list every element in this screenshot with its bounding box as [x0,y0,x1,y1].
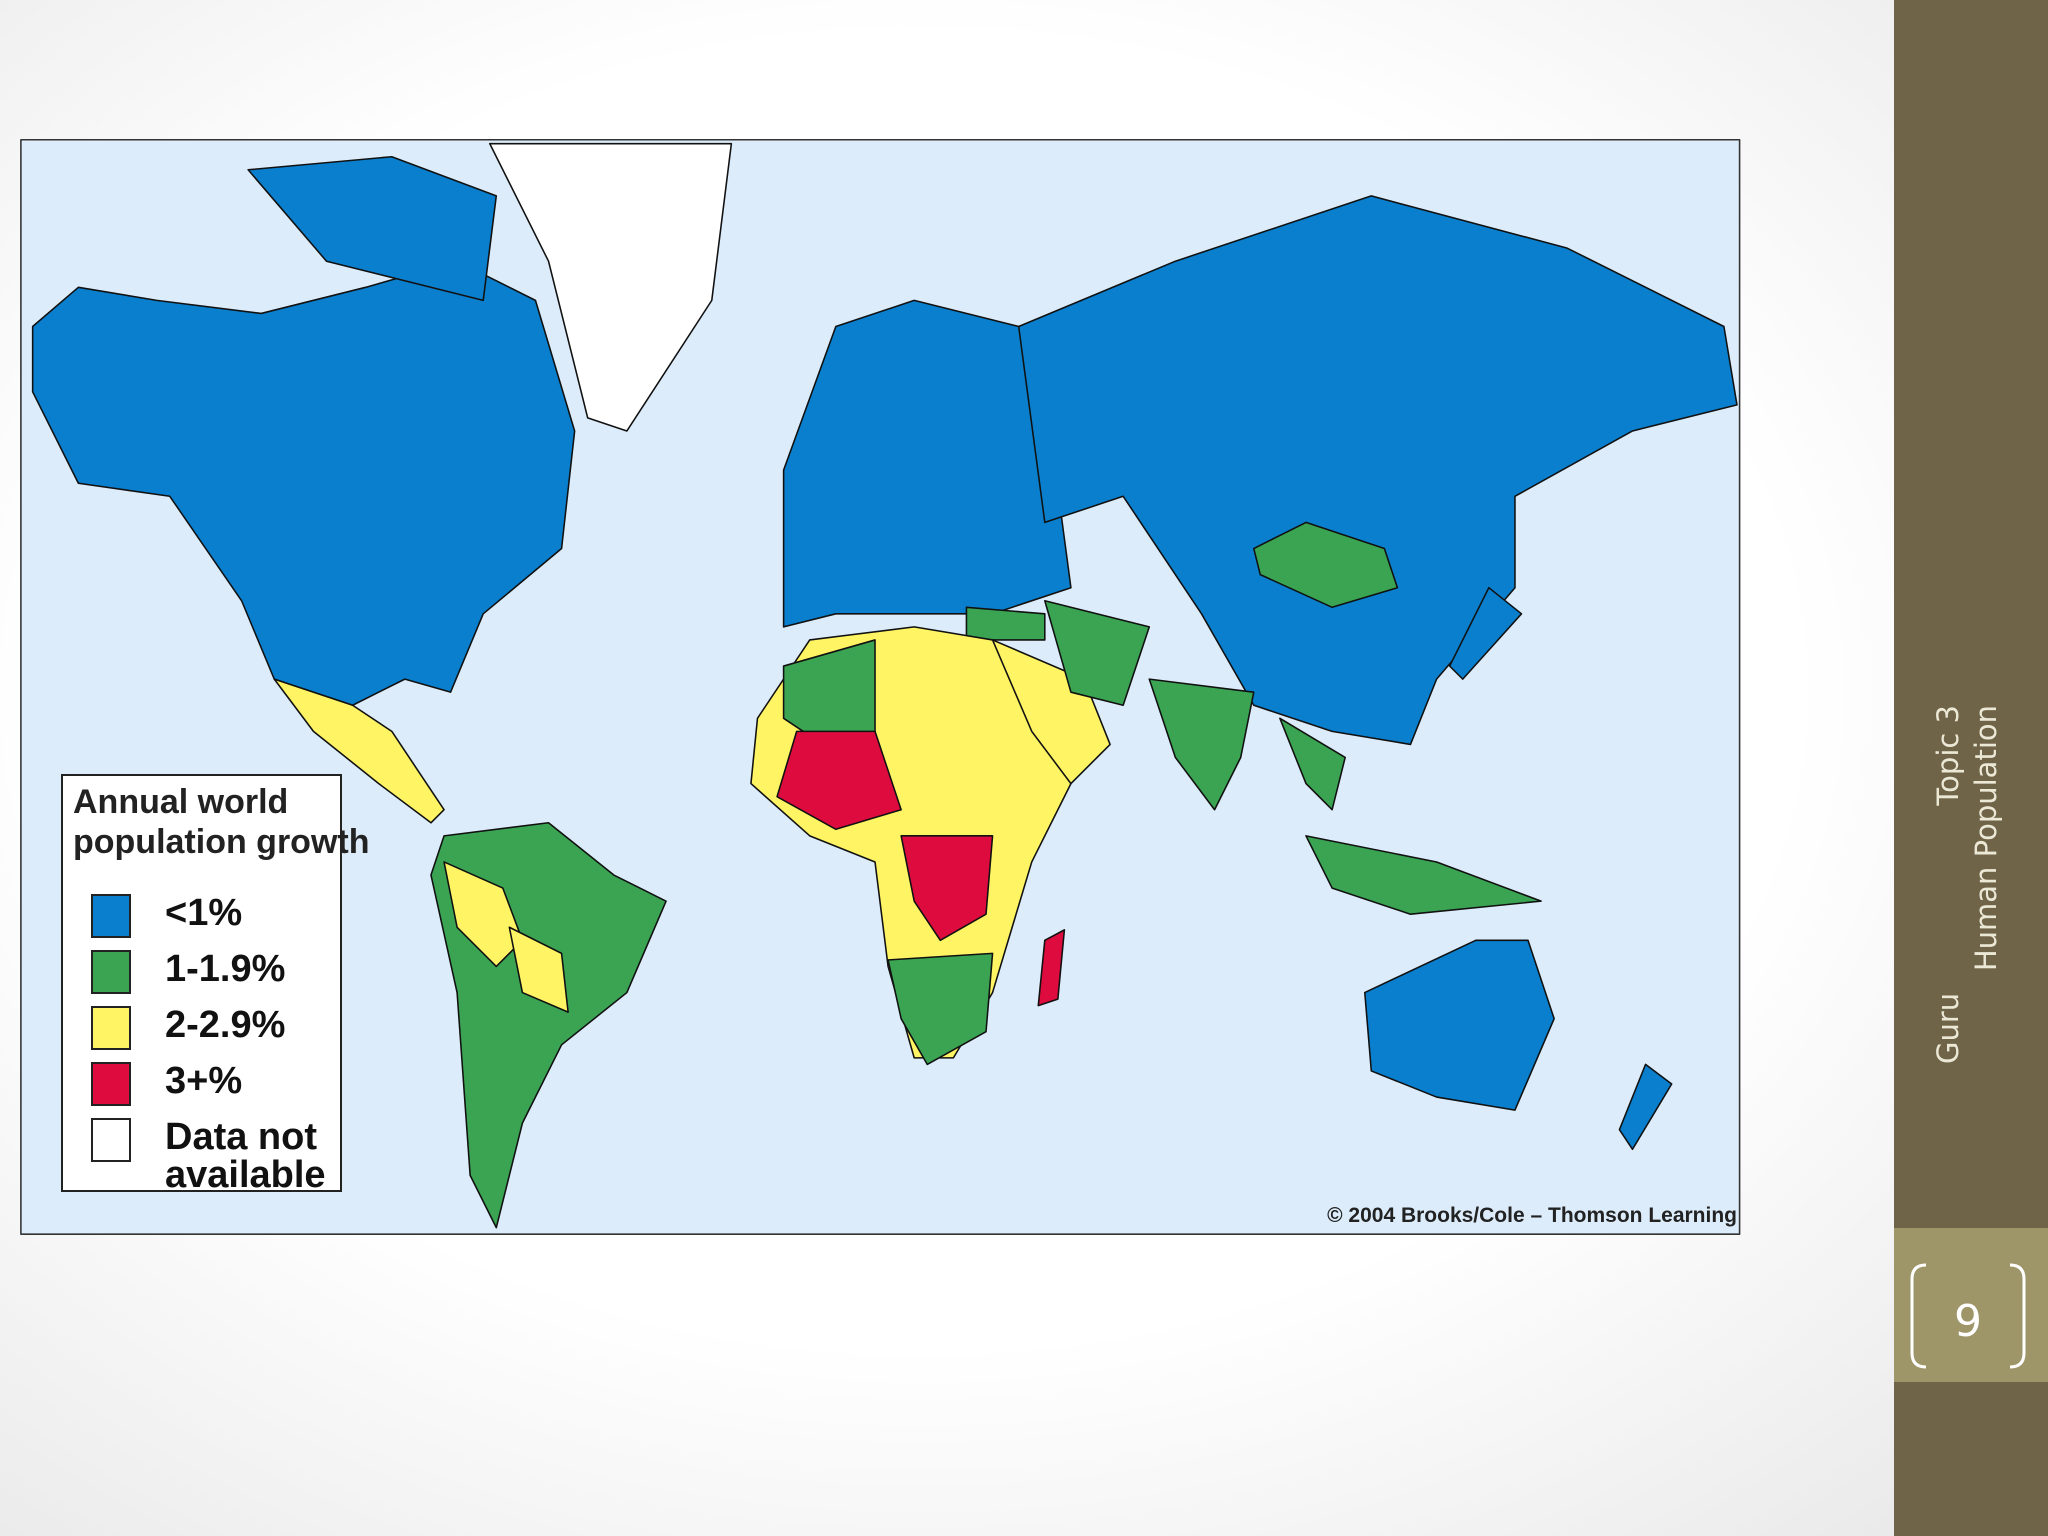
asia [1017,195,1738,746]
southeast-asia [1279,717,1346,811]
southern-africa [887,952,994,1066]
legend-swatch [91,1006,131,1050]
indonesia [1305,835,1542,915]
central-africa [900,835,994,942]
india [1148,678,1255,811]
legend-title: Annual world population growth [73,783,370,861]
legend-label: 2-2.9% [165,1004,286,1046]
madagascar [1037,929,1066,1007]
andes-yellow [443,861,524,968]
legend-label: 1-1.9% [165,948,286,990]
europe [782,299,1072,628]
legend: Annual world population growth <1% 1-1.9%… [61,774,370,1194]
north-america [31,260,576,707]
legend-label: 3+% [165,1060,243,1102]
credit: © 2004 Brooks/Cole – Thomson Learning [1327,1204,1737,1227]
sidebar-topic: Topic 3 [1931,705,1965,807]
greenland [488,142,733,432]
page-number: 9 [1954,1296,1982,1347]
page-brackets [1910,1263,2026,1369]
japan [1448,586,1523,680]
arctic-islands [247,155,498,302]
iran-pakistan [1044,599,1151,707]
new-zealand [1618,1063,1673,1151]
legend-swatch [91,1118,131,1162]
turkey [965,606,1046,641]
legend-swatch [91,950,131,994]
west-africa [776,730,902,831]
legend-label: Data not available [165,1116,326,1196]
bolivia [508,926,569,1013]
mongolia [1252,521,1399,609]
sidebar-author: Guru [1931,993,1965,1064]
sidebar-subtitle: Human Population [1969,705,2003,971]
central-america [273,678,445,824]
legend-label: <1% [165,892,243,934]
australia [1363,939,1555,1111]
legend-swatch [91,1062,131,1106]
legend-swatch [91,894,131,938]
